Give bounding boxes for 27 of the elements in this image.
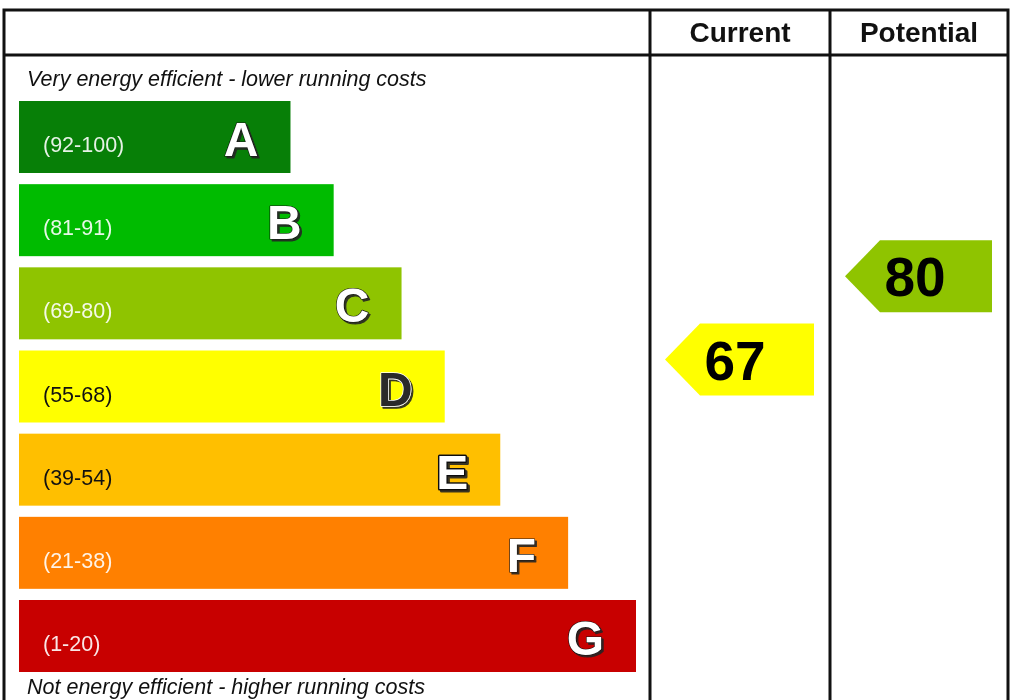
bar bbox=[19, 433, 501, 506]
data-label: 80 bbox=[884, 246, 946, 309]
text: Potential bbox=[859, 17, 979, 48]
y-tick-label: E bbox=[436, 445, 469, 499]
bar bbox=[19, 600, 636, 672]
bar bbox=[19, 350, 445, 423]
bar bbox=[19, 267, 402, 340]
text: Very energy efficient - lower running costs bbox=[27, 67, 427, 91]
y-tick-label: A bbox=[223, 113, 259, 166]
bar bbox=[19, 516, 569, 589]
y-tick-label: B bbox=[267, 196, 302, 250]
annotation: Not energy efficient - higher running costs bbox=[27, 675, 426, 699]
annotation: (1-20) bbox=[43, 632, 101, 656]
y-tick-label: F bbox=[506, 528, 537, 582]
annotation: (92-100) bbox=[43, 133, 125, 157]
text: Current bbox=[689, 17, 791, 48]
annotation: (39-54) bbox=[43, 465, 113, 490]
annotation: (21-38) bbox=[43, 548, 113, 573]
annotation: (81-91) bbox=[43, 216, 113, 241]
bar bbox=[19, 101, 291, 173]
data-label: 67 bbox=[704, 329, 766, 392]
y-tick-label: C bbox=[334, 279, 370, 333]
y-tick-label: G bbox=[566, 612, 604, 665]
annotation: (69-80) bbox=[43, 299, 113, 324]
bar bbox=[19, 184, 334, 257]
annotation: (55-68) bbox=[43, 382, 113, 407]
y-tick-label: D bbox=[378, 362, 413, 416]
